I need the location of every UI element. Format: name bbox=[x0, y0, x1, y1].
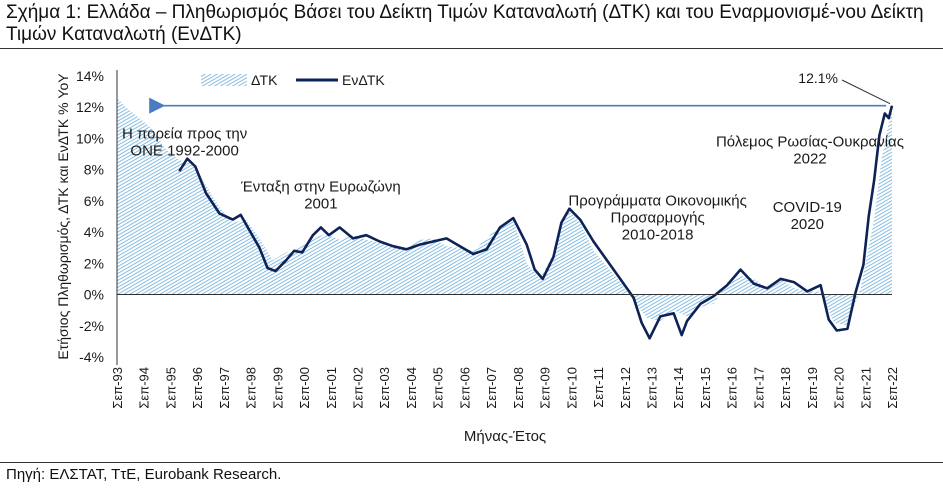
x-tick-label: Σεπ-11 bbox=[591, 367, 606, 408]
annotation-text: ΟΝΕ 1992-2000 bbox=[130, 142, 238, 159]
x-tick-label: Σεπ-10 bbox=[564, 367, 579, 409]
x-tick-label: Σεπ-06 bbox=[457, 367, 472, 409]
x-tick-label: Σεπ-22 bbox=[885, 367, 900, 409]
y-tick-label: 12% bbox=[76, 99, 104, 115]
x-tick-label: Σεπ-21 bbox=[858, 367, 873, 409]
x-tick-label: Σεπ-20 bbox=[832, 367, 847, 409]
x-tick-label: Σεπ-05 bbox=[431, 367, 446, 409]
x-tick-label: Σεπ-99 bbox=[270, 367, 285, 409]
x-tick-label: Σεπ-08 bbox=[511, 367, 526, 409]
y-tick-label: 4% bbox=[84, 224, 104, 240]
top-rule bbox=[0, 48, 943, 49]
x-tick-label: Σεπ-18 bbox=[778, 367, 793, 409]
x-tick-label: Σεπ-07 bbox=[484, 367, 499, 409]
annotation-text: Προσαρμογής bbox=[611, 210, 705, 227]
x-tick-label: Σεπ-12 bbox=[618, 367, 633, 409]
legend-label-cpi: ΔΤΚ bbox=[251, 72, 278, 88]
x-tick-label: Σεπ-15 bbox=[698, 367, 713, 409]
y-tick-label: 14% bbox=[76, 68, 104, 84]
annotation-text: Προγράμματα Οικονομικής bbox=[568, 193, 746, 210]
x-axis-title: Μήνας-Έτος bbox=[464, 428, 546, 445]
hicp-line bbox=[178, 105, 894, 340]
x-tick-label: Σεπ-97 bbox=[217, 367, 232, 409]
chart-title: Σχήμα 1: Ελλάδα – Πληθωρισμός Βάσει του … bbox=[6, 2, 924, 45]
y-axis-title: Ετήσιος Πληθωρισμός, ΔΤΚ και ΕνΔΤΚ % YoY bbox=[55, 73, 71, 360]
legend-label-hicp: ΕνΔΤΚ bbox=[342, 72, 385, 88]
x-tick-label: Σεπ-13 bbox=[644, 367, 659, 409]
x-tick-label: Σεπ-16 bbox=[725, 367, 740, 409]
inflation-chart: -4% -2% 0% 2% 4% 6% 8% 10% 12% 14% Σεπ-93 Σεπ-94 Σεπ… bbox=[55, 68, 904, 445]
x-tick-label: Σεπ-96 bbox=[190, 367, 205, 409]
y-tick-label: 10% bbox=[76, 130, 104, 146]
x-tick-label: Σεπ-04 bbox=[404, 367, 419, 409]
y-tick-label: 6% bbox=[84, 193, 104, 209]
y-tick-label: -4% bbox=[79, 349, 104, 365]
y-tick-label: 0% bbox=[84, 287, 104, 303]
annotation-text: 2010-2018 bbox=[622, 227, 694, 244]
x-tick-label: Σεπ-17 bbox=[751, 367, 766, 409]
annotation-text: Πόλεμος Ρωσίας-Ουκρανίας bbox=[716, 133, 904, 150]
annotation-text: Η πορεία προς την bbox=[122, 125, 247, 142]
y-tick-label: 2% bbox=[84, 255, 104, 271]
x-tick-label: Σεπ-03 bbox=[377, 367, 392, 409]
annotation-text: 2022 bbox=[793, 150, 826, 167]
x-tick-label: Σεπ-93 bbox=[110, 367, 125, 409]
peak-leader-line bbox=[841, 79, 891, 105]
annotation-text: Ένταξη στην Ευρωζώνη bbox=[240, 179, 401, 196]
x-tick-label: Σεπ-14 bbox=[671, 367, 686, 409]
x-tick-label: Σεπ-09 bbox=[538, 367, 553, 409]
annotation-text: 2020 bbox=[791, 216, 824, 233]
cpi-area bbox=[117, 97, 892, 326]
source-note: Πηγή: ΕΛΣΤΑΤ, ΤτΕ, Eurobank Research. bbox=[6, 466, 282, 483]
x-tick-label: Σεπ-98 bbox=[244, 367, 259, 409]
x-tick-label: Σεπ-01 bbox=[324, 367, 339, 409]
x-tick-label: Σεπ-95 bbox=[163, 367, 178, 409]
peak-label: 12.1% bbox=[798, 70, 838, 86]
annotation-text: 2001 bbox=[304, 196, 337, 213]
x-tick-label: Σεπ-02 bbox=[351, 367, 366, 409]
x-tick-label: Σεπ-19 bbox=[805, 367, 820, 409]
y-tick-label: -2% bbox=[79, 318, 104, 334]
legend-swatch-cpi bbox=[201, 74, 247, 86]
annotation-text: COVID-19 bbox=[773, 199, 842, 216]
bottom-rule bbox=[0, 462, 943, 463]
x-tick-label: Σεπ-94 bbox=[137, 367, 152, 409]
y-tick-label: 8% bbox=[84, 162, 104, 178]
x-tick-label: Σεπ-00 bbox=[297, 367, 312, 409]
